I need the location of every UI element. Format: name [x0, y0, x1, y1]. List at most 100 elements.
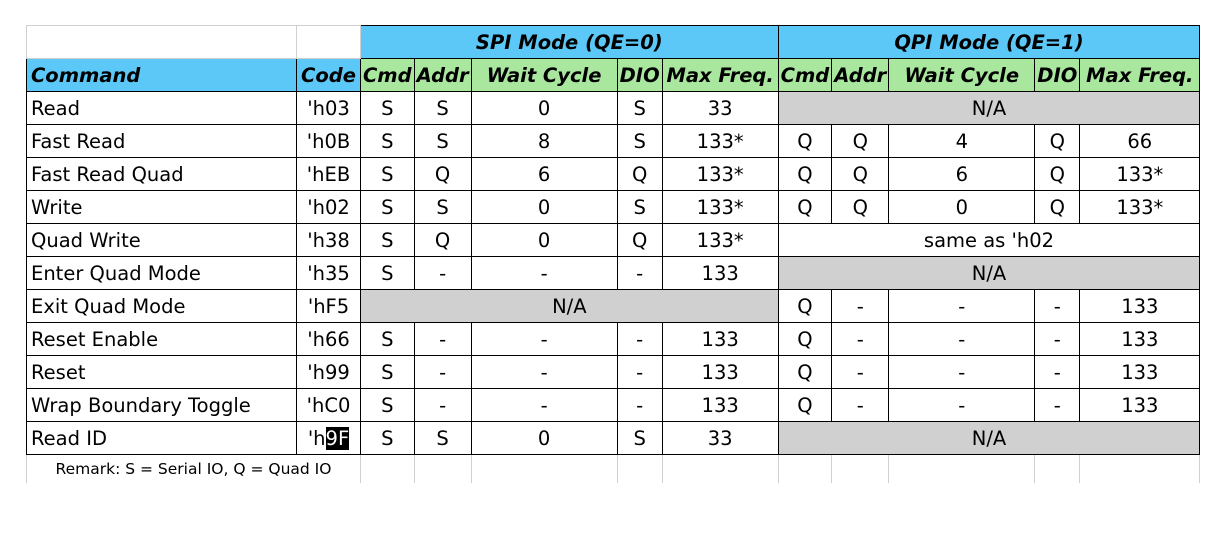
qpi-wait-cell[interactable]: -: [888, 289, 1036, 323]
command-column-header[interactable]: Command: [26, 58, 297, 92]
spi-freq-cell[interactable]: 33: [661, 91, 779, 125]
command-cell[interactable]: Write: [26, 190, 297, 224]
code-cell[interactable]: 'h38: [296, 223, 361, 257]
spi-freq-cell[interactable]: 133: [661, 388, 779, 422]
command-cell[interactable]: Enter Quad Mode: [26, 256, 297, 290]
spi-addr-cell[interactable]: S: [413, 91, 472, 125]
spi-cmd-header[interactable]: Cmd: [360, 58, 415, 92]
qpi-dio-cell[interactable]: -: [1034, 388, 1081, 422]
qpi-wait-cell[interactable]: -: [888, 322, 1036, 356]
command-cell[interactable]: Wrap Boundary Toggle: [26, 388, 297, 422]
spi-cmd-cell[interactable]: S: [360, 124, 415, 158]
spi-addr-cell[interactable]: -: [413, 355, 472, 389]
code-cell[interactable]: 'hC0: [296, 388, 361, 422]
qpi-wait-header[interactable]: Wait Cycle: [888, 58, 1036, 92]
qpi-cmd-cell[interactable]: Q: [777, 322, 833, 356]
qpi-freq-header[interactable]: Max Freq.: [1079, 58, 1201, 92]
spi-addr-cell[interactable]: -: [413, 322, 472, 356]
spi-cmd-cell[interactable]: S: [360, 421, 415, 455]
qpi-cmd-cell[interactable]: Q: [777, 388, 833, 422]
blank-cell[interactable]: [413, 454, 472, 483]
spi-freq-cell[interactable]: 133: [661, 256, 779, 290]
spi-dio-cell[interactable]: Q: [616, 223, 663, 257]
spi-mode-header[interactable]: SPI Mode (QE=0): [360, 25, 779, 59]
qpi-addr-cell[interactable]: -: [831, 322, 890, 356]
blank-cell[interactable]: [1079, 454, 1201, 483]
qpi-mode-header[interactable]: QPI Mode (QE=1): [777, 25, 1201, 59]
spi-freq-cell[interactable]: 133: [661, 355, 779, 389]
blank-cell[interactable]: [616, 454, 663, 483]
code-cell[interactable]: 'h9F: [296, 421, 361, 455]
spi-cmd-cell[interactable]: S: [360, 190, 415, 224]
spi-wait-header[interactable]: Wait Cycle: [470, 58, 618, 92]
blank-cell[interactable]: [831, 454, 890, 483]
code-cell[interactable]: 'h0B: [296, 124, 361, 158]
qpi-freq-cell[interactable]: 133: [1079, 322, 1201, 356]
code-cell[interactable]: 'hF5: [296, 289, 361, 323]
qpi-dio-header[interactable]: DIO: [1034, 58, 1081, 92]
spi-dio-header[interactable]: DIO: [616, 58, 663, 92]
spi-freq-header[interactable]: Max Freq.: [661, 58, 779, 92]
blank-cell[interactable]: [777, 454, 833, 483]
spi-freq-cell[interactable]: 133: [661, 322, 779, 356]
spi-cmd-cell[interactable]: S: [360, 388, 415, 422]
qpi-cmd-cell[interactable]: Q: [777, 124, 833, 158]
qpi-merged-cell[interactable]: same as 'h02: [777, 223, 1201, 257]
spi-freq-cell[interactable]: 133*: [661, 190, 779, 224]
qpi-freq-cell[interactable]: 133*: [1079, 157, 1201, 191]
spi-wait-cell[interactable]: 0: [470, 421, 618, 455]
spi-dio-cell[interactable]: S: [616, 124, 663, 158]
spi-wait-cell[interactable]: 0: [470, 190, 618, 224]
command-cell[interactable]: Exit Quad Mode: [26, 289, 297, 323]
spi-cmd-cell[interactable]: S: [360, 91, 415, 125]
qpi-merged-cell[interactable]: N/A: [777, 91, 1201, 125]
qpi-freq-cell[interactable]: 133: [1079, 388, 1201, 422]
spi-freq-cell[interactable]: 133*: [661, 157, 779, 191]
spi-merged-cell[interactable]: N/A: [360, 289, 779, 323]
spi-wait-cell[interactable]: 6: [470, 157, 618, 191]
qpi-addr-header[interactable]: Addr: [831, 58, 890, 92]
blank-cell[interactable]: [360, 454, 415, 483]
command-cell[interactable]: Read: [26, 91, 297, 125]
qpi-wait-cell[interactable]: 0: [888, 190, 1036, 224]
spi-wait-cell[interactable]: -: [470, 256, 618, 290]
spi-dio-cell[interactable]: -: [616, 355, 663, 389]
spi-addr-cell[interactable]: S: [413, 421, 472, 455]
qpi-freq-cell[interactable]: 66: [1079, 124, 1201, 158]
qpi-cmd-header[interactable]: Cmd: [777, 58, 833, 92]
spi-addr-cell[interactable]: -: [413, 388, 472, 422]
code-cell[interactable]: 'h99: [296, 355, 361, 389]
blank-cell[interactable]: [1034, 454, 1081, 483]
spi-cmd-cell[interactable]: S: [360, 322, 415, 356]
command-cell[interactable]: Fast Read Quad: [26, 157, 297, 191]
spi-dio-cell[interactable]: S: [616, 91, 663, 125]
remark-text[interactable]: Remark: S = Serial IO, Q = Quad IO: [26, 454, 361, 483]
qpi-addr-cell[interactable]: -: [831, 388, 890, 422]
qpi-freq-cell[interactable]: 133: [1079, 289, 1201, 323]
spi-dio-cell[interactable]: S: [616, 190, 663, 224]
spi-addr-cell[interactable]: -: [413, 256, 472, 290]
blank-cell[interactable]: [296, 25, 361, 59]
spi-wait-cell[interactable]: 0: [470, 91, 618, 125]
spi-dio-cell[interactable]: Q: [616, 157, 663, 191]
qpi-wait-cell[interactable]: 4: [888, 124, 1036, 158]
spi-wait-cell[interactable]: -: [470, 322, 618, 356]
qpi-cmd-cell[interactable]: Q: [777, 190, 833, 224]
blank-cell[interactable]: [888, 454, 1036, 483]
spi-wait-cell[interactable]: 0: [470, 223, 618, 257]
blank-cell[interactable]: [470, 454, 618, 483]
spi-dio-cell[interactable]: -: [616, 322, 663, 356]
code-cell[interactable]: 'h03: [296, 91, 361, 125]
qpi-dio-cell[interactable]: -: [1034, 322, 1081, 356]
qpi-dio-cell[interactable]: -: [1034, 355, 1081, 389]
spi-freq-cell[interactable]: 33: [661, 421, 779, 455]
qpi-dio-cell[interactable]: Q: [1034, 124, 1081, 158]
qpi-wait-cell[interactable]: -: [888, 388, 1036, 422]
qpi-addr-cell[interactable]: Q: [831, 124, 890, 158]
code-cell[interactable]: 'hEB: [296, 157, 361, 191]
qpi-freq-cell[interactable]: 133: [1079, 355, 1201, 389]
qpi-dio-cell[interactable]: Q: [1034, 157, 1081, 191]
spi-freq-cell[interactable]: 133*: [661, 223, 779, 257]
command-cell[interactable]: Reset: [26, 355, 297, 389]
blank-cell[interactable]: [26, 25, 297, 59]
